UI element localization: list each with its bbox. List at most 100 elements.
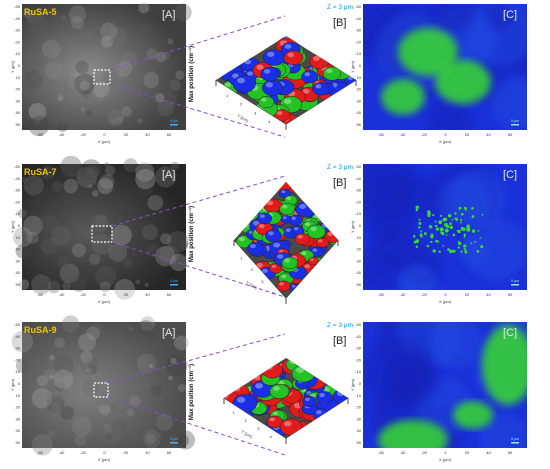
x-axis-label: X (μm) xyxy=(98,457,111,462)
surface-tick-label: 1 xyxy=(232,410,235,415)
panel-b-label: [B] xyxy=(333,17,346,29)
surface-tick-label: 1 xyxy=(226,93,229,98)
x-tick-label: 60 xyxy=(167,450,172,455)
y-axis-label: Y (μm) xyxy=(350,60,355,73)
y-tick-label: 20 xyxy=(16,405,21,410)
y-tick-label: 50 xyxy=(357,122,362,127)
raman-map-panel: -50 -40 -30 -20 -10 0 10 20 30 40 50 -60 -40 -20 0 20 40… xyxy=(350,320,533,464)
panel-c-label: [C] xyxy=(503,169,517,181)
z-depth-label: Z = 3 μm xyxy=(327,322,353,329)
x-tick-label: -40 xyxy=(59,132,66,137)
y-tick-label: 50 xyxy=(357,282,362,287)
y-axis-label: Y (μm) xyxy=(350,378,355,391)
x-tick-label: 40 xyxy=(486,292,491,297)
scale-bar-label: 5 μm xyxy=(170,119,178,123)
y-tick-label: -10 xyxy=(14,369,21,374)
optical-image-panel: -50 -40 -30 -20 -10 0 10 20 30 40 50 -60 -40 -20 0 20 40… xyxy=(10,2,194,146)
surface-plot-svg: 1 2 3 4 Y (μm) Max position (cm⁻¹) Z = 3 μm [B] xyxy=(188,322,353,444)
x-tick-label: 0 xyxy=(103,132,106,137)
y-tick-label: 20 xyxy=(357,405,362,410)
x-axis-label: X (μm) xyxy=(439,457,452,462)
y-tick-label: -30 xyxy=(355,346,362,351)
panel-c-label: [C] xyxy=(503,9,517,21)
y-tick-label: -10 xyxy=(355,369,362,374)
y-tick-label: 30 xyxy=(16,416,21,421)
y-tick-label: 50 xyxy=(16,440,21,445)
y-tick-label: 30 xyxy=(357,258,362,263)
y-tick-label: 40 xyxy=(16,428,21,433)
surface-tick-label: 2 xyxy=(251,267,254,272)
surface-axis-name: Y (μm) xyxy=(236,113,249,124)
raman-map-panel: -50 -40 -30 -20 -10 0 10 20 30 40 50 -60 -40 -20 0 20 40… xyxy=(350,2,533,146)
surface-plot-panel: 1 2 3 4 Y (μm) Max position (cm⁻¹) Z = 3 μm [B] xyxy=(178,320,373,466)
y-tick-label: -50 xyxy=(14,164,21,169)
y-tick-label: 50 xyxy=(357,440,362,445)
y-tick-label: 0 xyxy=(359,63,362,68)
x-tick-label: -20 xyxy=(80,132,87,137)
y-tick-label: 10 xyxy=(357,235,362,240)
y-axis-label: Y (μm) xyxy=(10,60,15,73)
y-tick-label: 10 xyxy=(16,75,21,80)
x-tick-label: 20 xyxy=(124,292,129,297)
x-tick-label: -20 xyxy=(421,292,428,297)
scale-bar-label: 5 μm xyxy=(511,437,519,441)
x-axis-label: X (μm) xyxy=(439,139,452,144)
sample-label: RuSA-7 xyxy=(24,167,57,177)
y-tick-label: 0 xyxy=(359,381,362,386)
x-tick-label: -20 xyxy=(80,292,87,297)
y-tick-label: 30 xyxy=(16,258,21,263)
surface-plot-svg: 1 2 3 4 Y (μm) Max position (cm⁻¹) Z = 3 μm [B] xyxy=(188,4,357,130)
x-tick-label: 60 xyxy=(508,292,513,297)
raman-map-svg: -50 -40 -30 -20 -10 0 10 20 30 40 50 -60 -40 -20 0 20 40… xyxy=(350,4,527,144)
x-tick-label: -60 xyxy=(37,292,44,297)
y-tick-label: 30 xyxy=(357,416,362,421)
x-tick-label: 60 xyxy=(508,132,513,137)
optical-image-svg: -50 -40 -30 -20 -10 0 10 20 30 40 50 -60 -40 -20 0 20 40… xyxy=(10,2,192,144)
y-tick-label: 20 xyxy=(16,87,21,92)
surface-tick-label: 2 xyxy=(240,102,243,107)
panel-c-label: [C] xyxy=(503,327,517,339)
y-tick-label: 40 xyxy=(16,270,21,275)
x-tick-label: 20 xyxy=(465,132,470,137)
y-tick-label: 10 xyxy=(357,393,362,398)
x-tick-label: -60 xyxy=(37,132,44,137)
y-tick-label: 20 xyxy=(16,247,21,252)
scale-bar-label: 5 μm xyxy=(170,279,178,283)
y-tick-label: -20 xyxy=(14,199,21,204)
x-tick-label: -60 xyxy=(37,450,44,455)
z-depth-label: Z = 3 μm xyxy=(327,164,353,171)
y-tick-label: -50 xyxy=(355,164,362,169)
x-tick-label: -20 xyxy=(421,132,428,137)
selection-box xyxy=(91,225,113,243)
scale-bar-label: 5 μm xyxy=(170,437,178,441)
y-tick-label: 40 xyxy=(16,110,21,115)
optical-image-panel: -50 -40 -30 -20 -10 0 10 20 30 40 50 -60 -40 -20 0 20 40… xyxy=(10,315,196,464)
surface-plot-panel: 1 2 3 4 Y (μm) Max position (cm⁻¹) Z = 3 μm [B] xyxy=(178,2,373,148)
x-tick-label: 40 xyxy=(486,450,491,455)
x-tick-label: 60 xyxy=(167,292,172,297)
y-tick-label: 0 xyxy=(18,381,21,386)
y-tick-label: -30 xyxy=(14,346,21,351)
y-tick-label: 30 xyxy=(16,98,21,103)
x-tick-label: -60 xyxy=(378,132,385,137)
surface-plot-panel: 1 2 3 4 Y (μm) Max position (cm⁻¹) Z = 3 μm [B] xyxy=(178,162,373,308)
y-axis-label: Y (μm) xyxy=(350,220,355,233)
x-tick-label: -60 xyxy=(378,450,385,455)
surface-y-axis-label: Max position (cm⁻¹) xyxy=(188,46,195,102)
x-tick-label: 0 xyxy=(103,292,106,297)
x-tick-label: -40 xyxy=(59,292,66,297)
surface-y-axis-label: Max position (cm⁻¹) xyxy=(188,206,195,262)
raman-map-panel: -50 -40 -30 -20 -10 0 10 20 30 40 50 -60 -40 -20 0 20 40… xyxy=(350,162,533,306)
optical-image-svg: -50 -40 -30 -20 -10 0 10 20 30 40 50 -60 -40 -20 0 20 40… xyxy=(10,315,196,462)
surface-axis-name: Y (μm) xyxy=(240,429,253,440)
panel-a-label: [A] xyxy=(162,327,175,339)
figure-row-rusa9: -50 -40 -30 -20 -10 0 10 20 30 40 50 -60 -40 -20 0 20 40… xyxy=(0,315,550,466)
y-tick-label: -10 xyxy=(14,51,21,56)
x-tick-label: 40 xyxy=(145,132,150,137)
figure-row-rusa7: -50 -40 -30 -20 -10 0 10 20 30 40 50 -60 -40 -20 0 20 40… xyxy=(0,155,550,308)
x-tick-label: 20 xyxy=(124,132,129,137)
surface-tick-label: 3 xyxy=(254,110,257,115)
y-tick-label: 50 xyxy=(16,122,21,127)
y-tick-label: -30 xyxy=(355,28,362,33)
y-tick-label: 0 xyxy=(18,223,21,228)
